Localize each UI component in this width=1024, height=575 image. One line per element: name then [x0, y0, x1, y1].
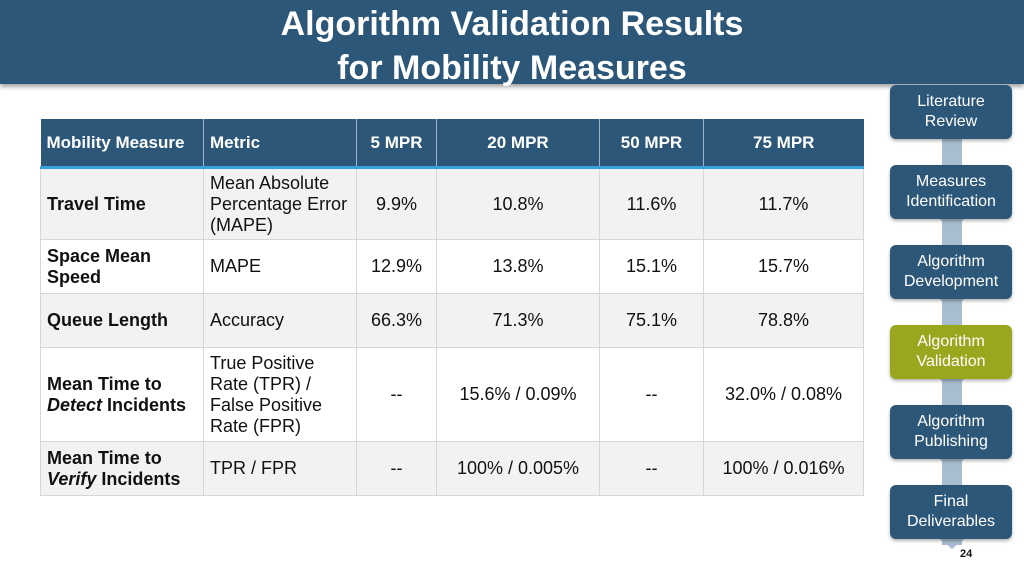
flow-arrow-icon — [940, 219, 964, 229]
flow-step-algorithm-development: Algorithm Development — [890, 245, 1012, 299]
value-cell: 71.3% — [436, 293, 600, 348]
measure-cell: Travel Time — [40, 167, 204, 240]
flow-step-literature-review: Literature Review — [890, 85, 1012, 139]
measure-cell: Mean Time to Detect Incidents — [40, 347, 204, 442]
table-row: Space Mean Speed MAPE 12.9% 13.8% 15.1% … — [40, 239, 864, 294]
value-cell: 100% / 0.005% — [436, 441, 600, 496]
table-row: Travel Time Mean Absolute Percentage Err… — [40, 167, 864, 240]
flow-arrow-icon — [940, 299, 964, 309]
value-cell: 10.8% — [436, 167, 600, 240]
value-cell: 15.6% / 0.09% — [436, 347, 600, 442]
results-table: Mobility Measure Metric 5 MPR 20 MPR 50 … — [40, 119, 864, 496]
flow-step-final-deliverables: Final Deliverables — [890, 485, 1012, 539]
value-cell: 12.9% — [356, 239, 437, 294]
flow-arrow-icon — [940, 379, 964, 389]
value-cell: 32.0% / 0.08% — [703, 347, 864, 442]
header-mobility-measure: Mobility Measure — [40, 119, 204, 169]
table-row: Queue Length Accuracy 66.3% 71.3% 75.1% … — [40, 293, 864, 348]
value-cell: 15.7% — [703, 239, 864, 294]
value-cell: -- — [356, 441, 437, 496]
value-cell: 13.8% — [436, 239, 600, 294]
slide-title: Algorithm Validation Results for Mobilit… — [0, 2, 1024, 90]
table-row: Mean Time to Detect Incidents True Posit… — [40, 347, 864, 442]
header-50-mpr: 50 MPR — [599, 119, 704, 169]
metric-cell: True Positive Rate (TPR) / False Positiv… — [203, 347, 357, 442]
metric-cell: MAPE — [203, 239, 357, 294]
value-cell: -- — [599, 347, 704, 442]
table-header-row: Mobility Measure Metric 5 MPR 20 MPR 50 … — [40, 119, 864, 169]
value-cell: 11.7% — [703, 167, 864, 240]
measure-cell: Queue Length — [40, 293, 204, 348]
metric-cell: Accuracy — [203, 293, 357, 348]
page-number: 24 — [960, 548, 973, 560]
measure-cell: Mean Time to Verify Incidents — [40, 441, 204, 496]
value-cell: 11.6% — [599, 167, 704, 240]
value-cell: 75.1% — [599, 293, 704, 348]
header-metric: Metric — [203, 119, 357, 169]
value-cell: 78.8% — [703, 293, 864, 348]
metric-cell: TPR / FPR — [203, 441, 357, 496]
flow-step-measures-identification: Measures Identification — [890, 165, 1012, 219]
metric-cell: Mean Absolute Percentage Error (MAPE) — [203, 167, 357, 240]
measure-cell: Space Mean Speed — [40, 239, 204, 294]
value-cell: 66.3% — [356, 293, 437, 348]
header-75-mpr: 75 MPR — [703, 119, 864, 169]
value-cell: -- — [356, 347, 437, 442]
flow-arrow-icon — [940, 539, 964, 549]
flow-arrow-icon — [940, 459, 964, 469]
flow-step-algorithm-validation: Algorithm Validation — [890, 325, 1012, 379]
value-cell: -- — [599, 441, 704, 496]
header-5-mpr: 5 MPR — [356, 119, 437, 169]
title-banner: Algorithm Validation Results for Mobilit… — [0, 0, 1024, 87]
header-20-mpr: 20 MPR — [436, 119, 600, 169]
value-cell: 15.1% — [599, 239, 704, 294]
table-row: Mean Time to Verify Incidents TPR / FPR … — [40, 441, 864, 496]
flow-step-algorithm-publishing: Algorithm Publishing — [890, 405, 1012, 459]
value-cell: 100% / 0.016% — [703, 441, 864, 496]
slide-title-line2: for Mobility Measures — [337, 49, 687, 87]
value-cell: 9.9% — [356, 167, 437, 240]
slide-title-line1: Algorithm Validation Results — [280, 5, 744, 43]
